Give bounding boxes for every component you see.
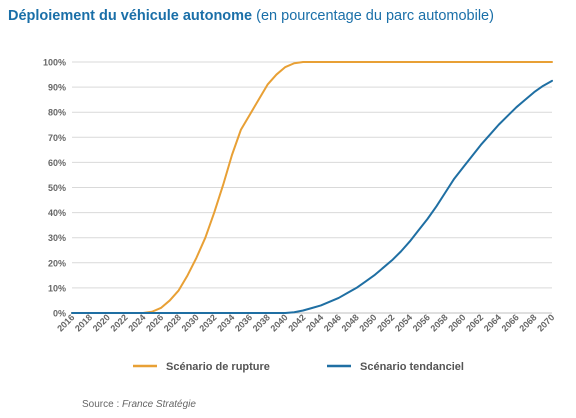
x-tick-label: 2070 <box>535 312 556 333</box>
x-tick-label: 2050 <box>357 312 378 333</box>
y-tick-label: 30% <box>48 233 66 243</box>
y-tick-label: 10% <box>48 283 66 293</box>
series-lines <box>71 61 553 314</box>
chart-title-subtitle: (en pourcentage du parc automobile) <box>256 8 494 24</box>
x-axis-tick-labels: 2016201820202022202420262028203020322034… <box>55 312 556 333</box>
series-line-tendanciel <box>71 79 553 314</box>
y-tick-label: 80% <box>48 108 66 118</box>
y-tick-label: 40% <box>48 208 66 218</box>
x-tick-label: 2032 <box>197 312 218 333</box>
y-tick-label: 0% <box>53 309 66 319</box>
source-value: France Stratégie <box>122 399 196 410</box>
x-tick-label: 2028 <box>162 312 183 333</box>
x-tick-label: 2062 <box>464 312 485 333</box>
y-tick-label: 90% <box>48 83 66 93</box>
x-tick-label: 2066 <box>500 312 521 333</box>
chart-title: Déploiement du véhicule autonome (en pou… <box>8 6 568 26</box>
legend-label: Scénario de rupture <box>166 361 270 373</box>
x-tick-label: 2026 <box>144 312 165 333</box>
x-tick-label: 2030 <box>180 312 201 333</box>
y-tick-label: 20% <box>48 258 66 268</box>
x-tick-label: 2044 <box>304 312 325 333</box>
y-tick-label: 60% <box>48 158 66 168</box>
source-note: Source : France Stratégie <box>82 399 196 410</box>
x-tick-label: 2056 <box>411 312 432 333</box>
x-tick-label: 2040 <box>269 312 290 333</box>
y-tick-label: 50% <box>48 183 66 193</box>
grid-lines <box>72 61 552 314</box>
x-tick-label: 2058 <box>429 312 450 333</box>
x-tick-label: 2042 <box>286 312 307 333</box>
x-tick-label: 2024 <box>126 312 147 333</box>
x-tick-label: 2034 <box>215 312 236 333</box>
legend-label: Scénario tendanciel <box>360 361 464 373</box>
x-tick-label: 2052 <box>375 312 396 333</box>
x-tick-label: 2022 <box>109 312 130 333</box>
x-tick-label: 2064 <box>482 312 503 333</box>
x-tick-label: 2068 <box>517 312 538 333</box>
y-tick-label: 70% <box>48 133 66 143</box>
source-label: Source : <box>82 399 123 410</box>
x-tick-label: 2036 <box>233 312 254 333</box>
x-tick-label: 2020 <box>91 312 112 333</box>
y-axis-tick-labels: 0% 10% 20% 30% 40% 50% 60% 70% 80% 90% 100% <box>43 58 66 319</box>
x-tick-label: 2054 <box>393 312 414 333</box>
x-tick-label: 2038 <box>251 312 272 333</box>
x-tick-label: 2018 <box>73 312 94 333</box>
x-tick-label: 2048 <box>340 312 361 333</box>
x-tick-label: 2046 <box>322 312 343 333</box>
series-line-rupture <box>71 61 553 314</box>
legend: Scénario de rupture Scénario tendanciel <box>133 361 464 373</box>
x-tick-label: 2060 <box>446 312 467 333</box>
y-tick-label: 100% <box>43 58 66 68</box>
chart-title-main: Déploiement du véhicule autonome <box>8 8 253 24</box>
